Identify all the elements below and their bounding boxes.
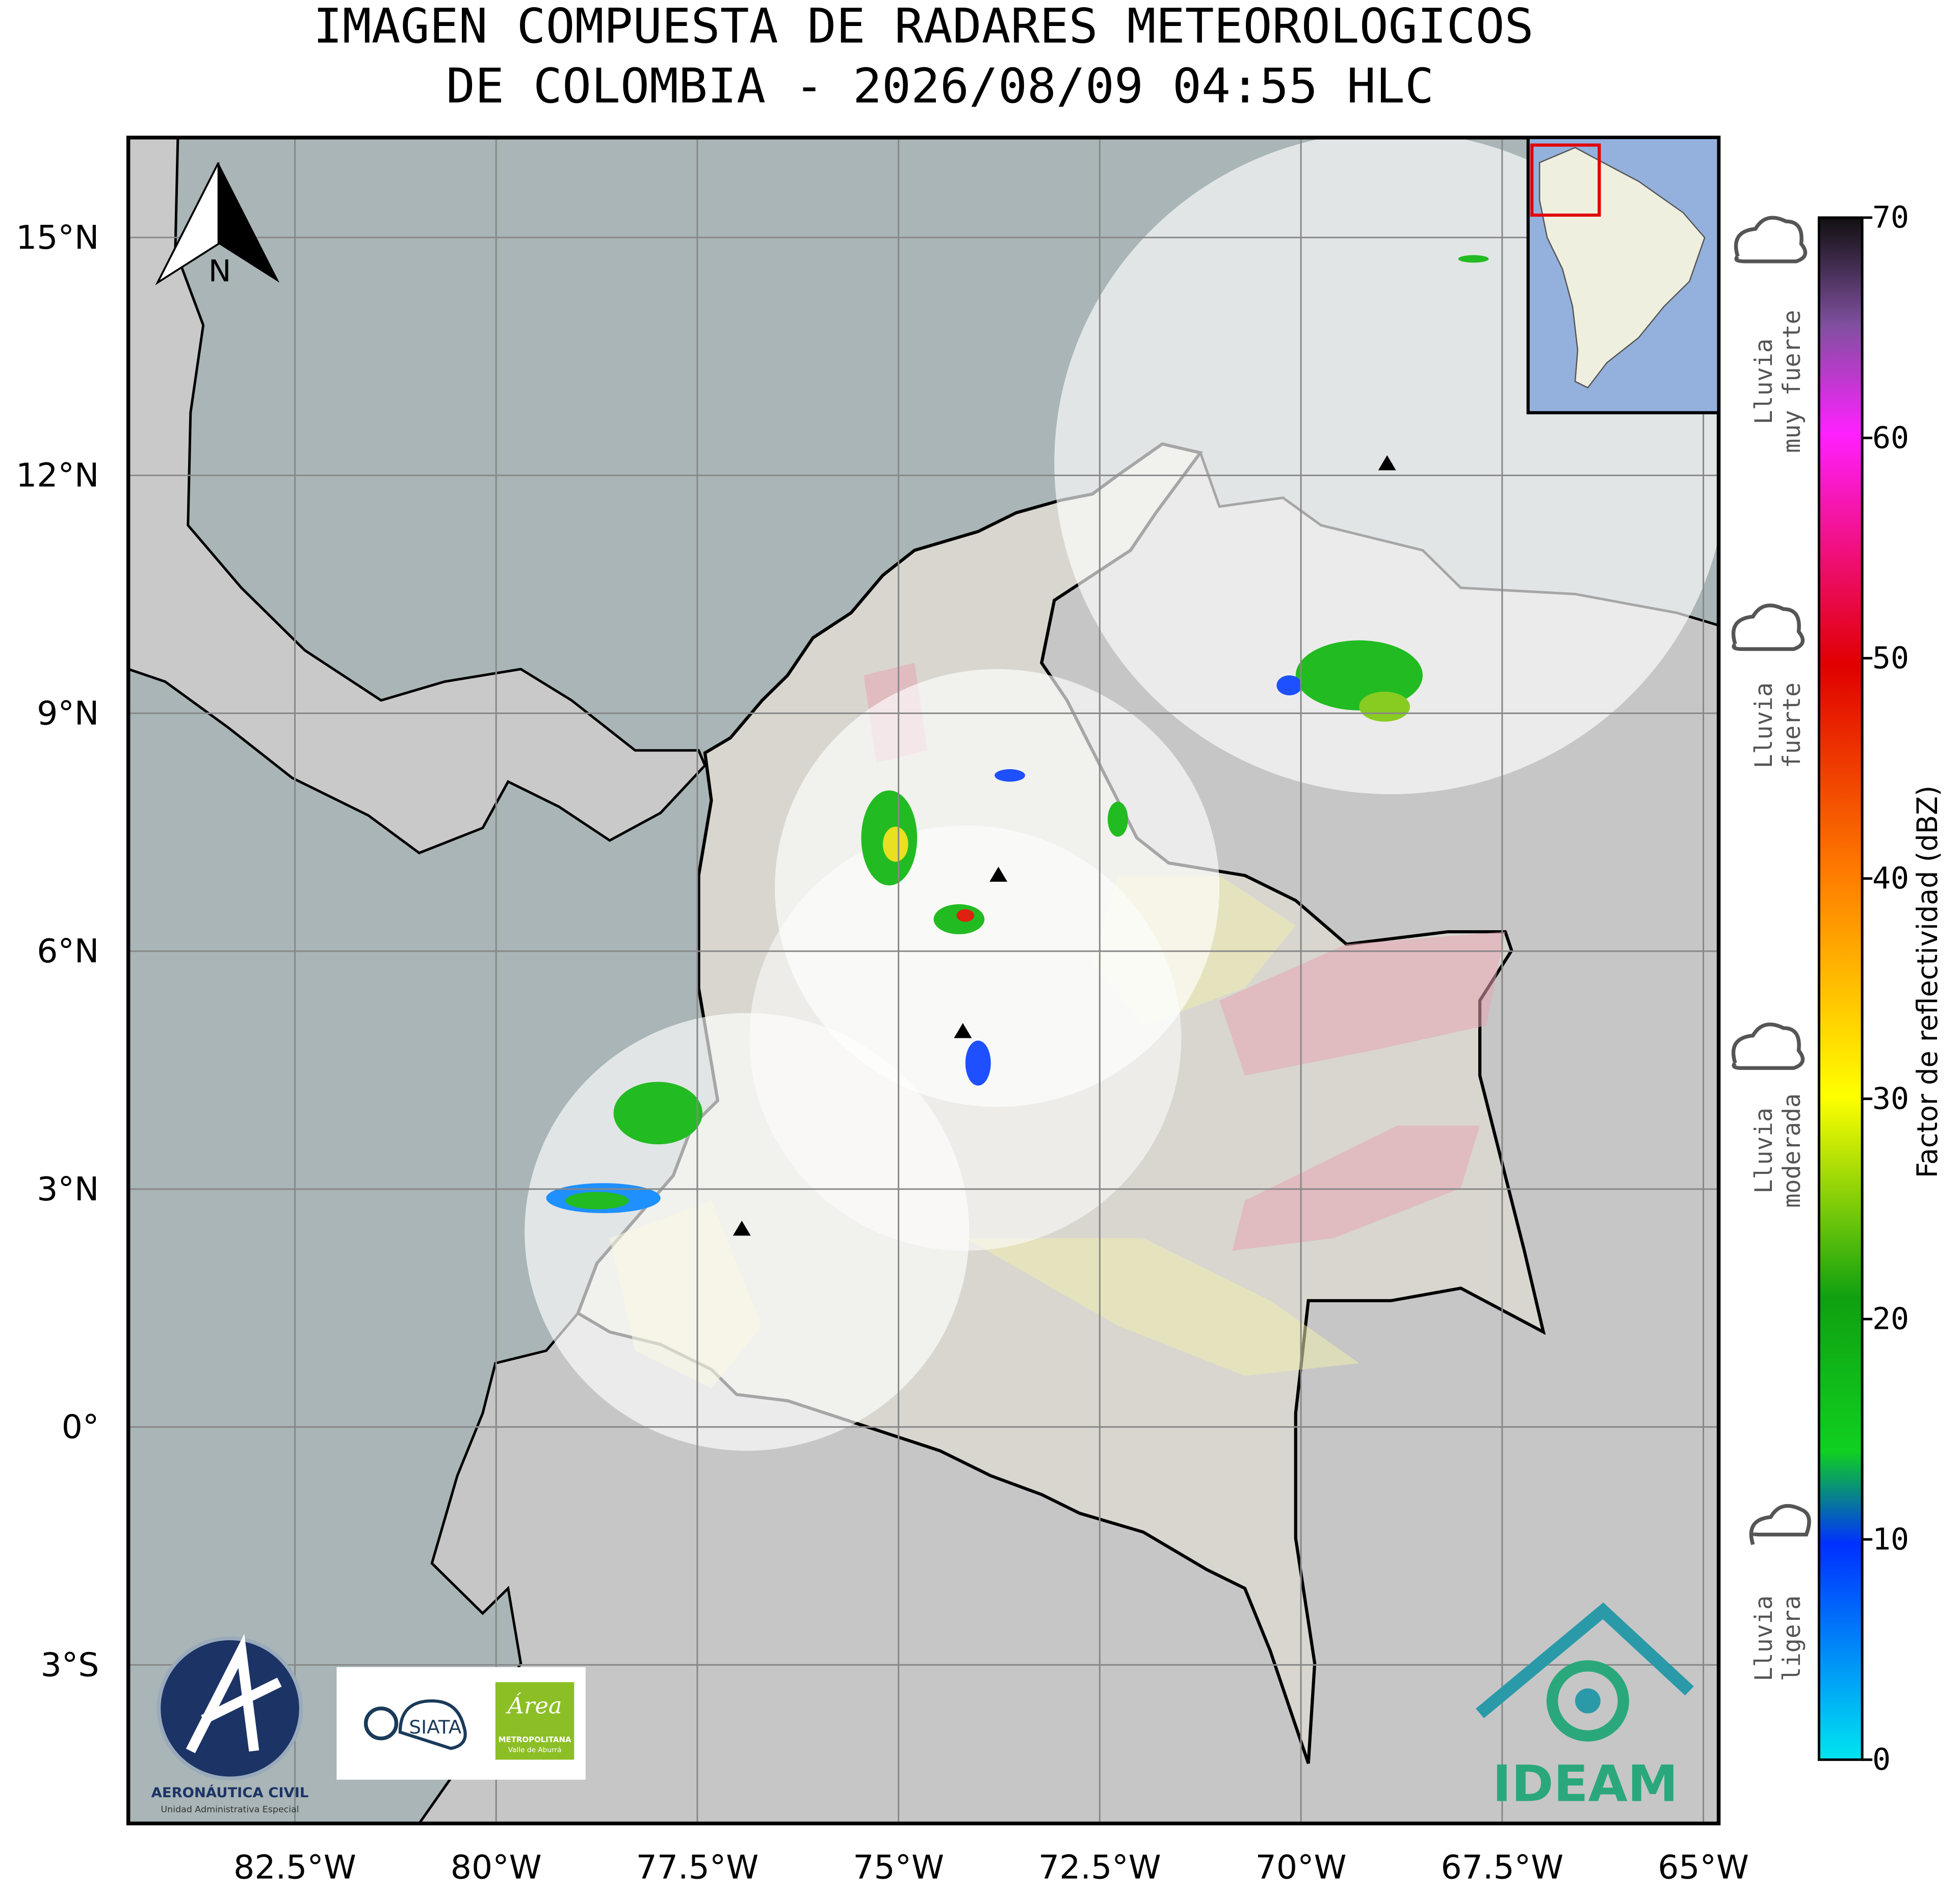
radar-site — [989, 866, 1008, 882]
radar-site — [733, 1220, 751, 1236]
aerocivil-logo: AERONÁUTICA CIVIL Unidad Administrativa … — [151, 1634, 309, 1815]
inset-highlight — [1530, 143, 1601, 217]
swirl-core — [1575, 1688, 1601, 1714]
grid — [128, 137, 1719, 1824]
colorbar — [1817, 216, 1864, 1761]
rain-category-label: moderada — [1778, 1093, 1806, 1207]
rain-category-label: Lluvia — [1750, 338, 1778, 424]
echo — [1107, 801, 1128, 837]
cloud-icon — [1731, 603, 1805, 651]
radar-sites — [733, 455, 1396, 1236]
rain-category-label: fuerte — [1778, 682, 1806, 768]
rain-category-label: ligera — [1778, 1595, 1806, 1681]
ideam-logo: IDEAM — [1476, 1602, 1694, 1813]
radar-echoes — [546, 255, 1489, 1214]
echo — [995, 769, 1025, 782]
inset-map — [1526, 136, 1720, 414]
roof — [1476, 1602, 1694, 1718]
ideam-text: IDEAM — [1493, 1755, 1678, 1813]
y-tick-label: 6°N — [37, 933, 99, 970]
colorbar-tick-label: 0 — [1872, 1742, 1891, 1776]
x-tick-label: 80°W — [451, 1849, 542, 1886]
area-text: Área — [506, 1692, 562, 1719]
echo — [613, 1082, 703, 1145]
y-tick-label: 3°S — [41, 1646, 99, 1684]
colorbar-tick-label: 50 — [1872, 640, 1909, 675]
swirl — [1546, 1660, 1629, 1742]
central-america — [128, 137, 707, 855]
north-label: N — [208, 254, 231, 288]
echo — [965, 1040, 991, 1086]
colorbar-tick-label: 40 — [1872, 861, 1909, 896]
colorbar-tick-label: 60 — [1872, 420, 1909, 455]
colorbar-tick-label: 70 — [1872, 200, 1909, 234]
y-tick-label: 15°N — [16, 219, 99, 256]
precip-zone — [864, 663, 1505, 1251]
x-tick-label: 70°W — [1256, 1849, 1347, 1886]
x-tick-label: 67.5°W — [1441, 1849, 1563, 1886]
x-tick-label: 72.5°W — [1038, 1849, 1161, 1886]
logo-subtext: Unidad Administrativa Especial — [161, 1805, 299, 1815]
colorbar-label: Factor de reflectividad (dBZ) — [1912, 785, 1944, 1178]
rain-category-label: Lluvia — [1750, 1595, 1778, 1681]
echo — [882, 826, 908, 862]
radar-site — [954, 1023, 972, 1038]
siata-area-logo: SIATA Área METROPOLITANA Valle de Aburrá — [336, 1667, 586, 1780]
y-tick-label: 12°N — [16, 457, 99, 494]
x-tick-label: 77.5°W — [636, 1849, 759, 1886]
siata-text: SIATA — [409, 1716, 462, 1738]
echo — [956, 909, 975, 922]
area-subtext: METROPOLITANA — [499, 1736, 571, 1744]
map-area — [128, 137, 1719, 1824]
echo — [1359, 691, 1410, 722]
logo-glyph — [186, 1634, 282, 1753]
cloud-icon — [1731, 1022, 1805, 1070]
sun-icon — [363, 1706, 399, 1741]
title-line: DE COLOMBIA - 2026/08/09 04:55 HLC — [446, 59, 1434, 114]
inset-continent — [1538, 147, 1706, 389]
rain-category-label: Lluvia — [1750, 1108, 1778, 1193]
logo-text: AERONÁUTICA CIVIL — [151, 1784, 309, 1801]
colorbar-tick-label: 30 — [1872, 1081, 1909, 1116]
radar-site — [1378, 455, 1396, 470]
rain-category-label: muy fuerte — [1778, 310, 1806, 453]
rain-category-label: Lluvia — [1750, 682, 1778, 768]
y-tick-label: 9°N — [37, 695, 99, 732]
cloud-icon — [1734, 216, 1808, 264]
echo — [1458, 255, 1489, 263]
cloud-icon — [1749, 1504, 1811, 1545]
y-tick-label: 3°N — [37, 1170, 99, 1208]
cloud-icon — [398, 1699, 467, 1750]
area-subtext: Valle de Aburrá — [508, 1746, 562, 1754]
colorbar-tick-label: 10 — [1872, 1521, 1909, 1556]
title-line: IMAGEN COMPUESTA DE RADARES METEOROLOGIC… — [313, 0, 1534, 54]
x-tick-label: 65°W — [1658, 1849, 1749, 1886]
x-tick-label: 82.5°W — [233, 1849, 356, 1886]
area-box — [495, 1682, 574, 1760]
colorbar-tick-label: 20 — [1872, 1301, 1909, 1336]
y-tick-label: 0° — [62, 1408, 99, 1446]
echo — [565, 1192, 629, 1210]
plot-frame — [126, 136, 1721, 1826]
echo — [1276, 675, 1302, 696]
x-tick-label: 75°W — [853, 1849, 944, 1886]
